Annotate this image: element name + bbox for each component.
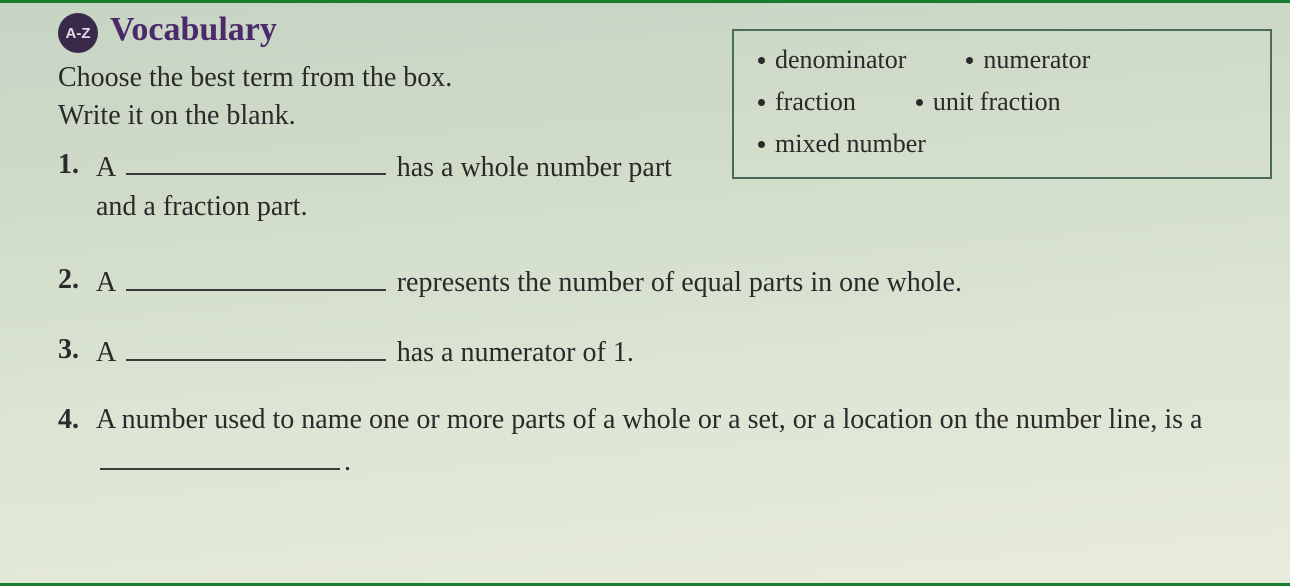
- answer-blank-2[interactable]: [126, 260, 386, 291]
- q2-before: A: [96, 267, 115, 298]
- term-row-2: fraction unit fraction: [758, 87, 1246, 117]
- bullet-icon: [758, 99, 765, 106]
- term-label: mixed number: [775, 129, 926, 159]
- q4-before: A number used to name one or more parts …: [96, 404, 1202, 435]
- term-unit-fraction: unit fraction: [916, 87, 1061, 117]
- worksheet-page: A-Z Vocabulary Choose the best term from…: [0, 0, 1290, 586]
- content-row: Choose the best term from the box. Write…: [58, 59, 1272, 226]
- bullet-icon: [758, 57, 765, 64]
- term-label: fraction: [775, 87, 856, 117]
- instructions-text: Choose the best term from the box. Write…: [58, 59, 692, 135]
- term-numerator: numerator: [966, 45, 1090, 75]
- bullet-icon: [966, 57, 973, 64]
- term-mixed-number: mixed number: [758, 129, 926, 159]
- q2-after: represents the number of equal parts in …: [397, 267, 962, 298]
- question-2: 2. A represents the number of equal part…: [58, 260, 1272, 302]
- az-badge-icon: A-Z: [58, 13, 98, 53]
- instruction-line-1: Choose the best term from the box.: [58, 62, 452, 93]
- term-label: unit fraction: [933, 87, 1061, 117]
- question-4: 4. A number used to name one or more par…: [58, 400, 1272, 481]
- answer-blank-4[interactable]: [100, 439, 340, 470]
- q4-after: .: [344, 446, 351, 477]
- section-title: Vocabulary: [110, 11, 277, 49]
- question-number: 2.: [58, 260, 86, 302]
- question-body: A has a numerator of 1.: [96, 330, 1272, 372]
- question-1: 1. A has a whole number part and a fract…: [58, 145, 692, 226]
- question-body: A has a whole number part and a fraction…: [96, 145, 692, 226]
- term-label: denominator: [775, 45, 906, 75]
- question-number: 4.: [58, 400, 86, 481]
- term-row-3: mixed number: [758, 129, 1246, 159]
- question-body: A number used to name one or more parts …: [96, 400, 1272, 481]
- instruction-line-2: Write it on the blank.: [58, 100, 296, 131]
- question-number: 3.: [58, 330, 86, 372]
- q3-before: A: [96, 337, 115, 368]
- question-body: A represents the number of equal parts i…: [96, 260, 1272, 302]
- question-3: 3. A has a numerator of 1.: [58, 330, 1272, 372]
- instructions-column: Choose the best term from the box. Write…: [58, 59, 692, 226]
- bullet-icon: [916, 99, 923, 106]
- question-number: 1.: [58, 145, 86, 226]
- q1-before: A: [96, 151, 115, 182]
- answer-blank-1[interactable]: [126, 145, 386, 176]
- q3-after: has a numerator of 1.: [397, 337, 634, 368]
- term-label: numerator: [983, 45, 1090, 75]
- term-row-1: denominator numerator: [758, 45, 1246, 75]
- term-fraction: fraction: [758, 87, 856, 117]
- answer-blank-3[interactable]: [126, 330, 386, 361]
- bullet-icon: [758, 141, 765, 148]
- questions-list: 2. A represents the number of equal part…: [58, 260, 1272, 481]
- term-box: denominator numerator fraction unit frac…: [732, 29, 1272, 179]
- term-denominator: denominator: [758, 45, 906, 75]
- q1-wrapper: 1. A has a whole number part and a fract…: [58, 145, 692, 226]
